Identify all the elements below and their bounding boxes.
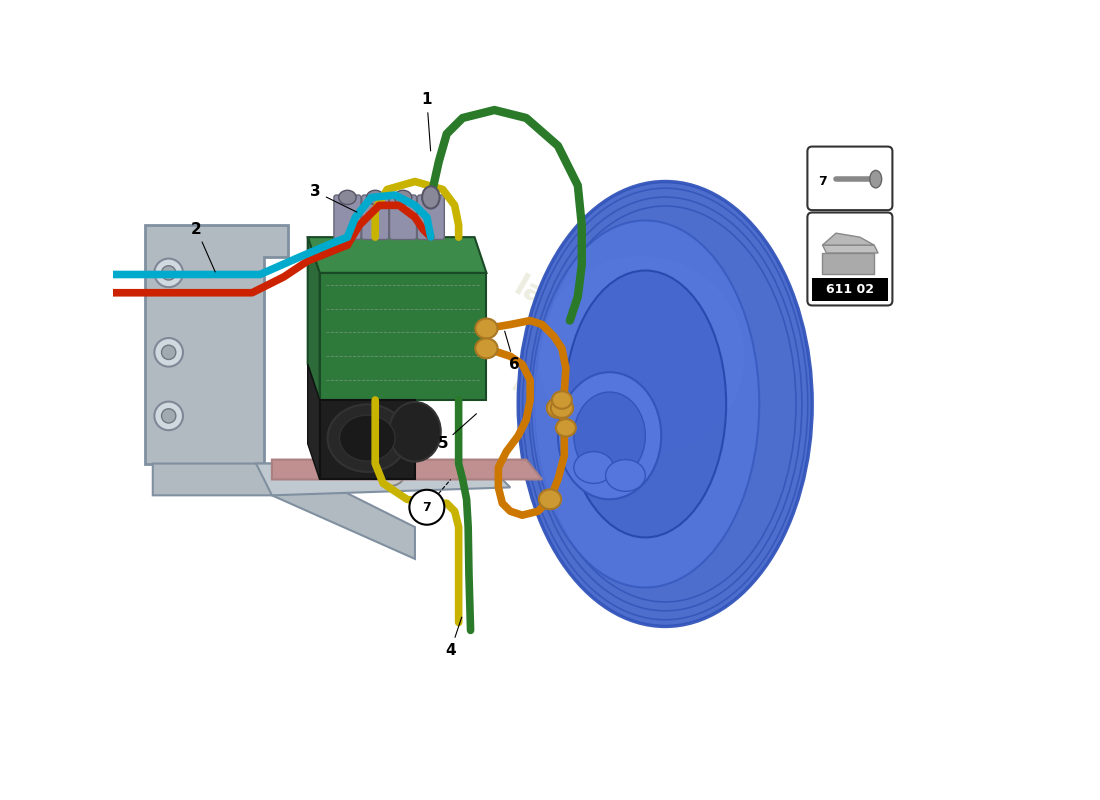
Polygon shape — [153, 463, 415, 559]
Ellipse shape — [389, 402, 441, 462]
FancyBboxPatch shape — [417, 195, 444, 239]
Polygon shape — [823, 245, 878, 253]
Text: 7: 7 — [818, 175, 827, 188]
Circle shape — [162, 266, 176, 280]
Circle shape — [383, 463, 399, 479]
Ellipse shape — [564, 270, 726, 538]
Polygon shape — [272, 459, 542, 479]
Polygon shape — [145, 226, 288, 463]
Circle shape — [154, 338, 183, 366]
Polygon shape — [256, 463, 510, 495]
FancyBboxPatch shape — [362, 195, 388, 239]
Ellipse shape — [574, 452, 614, 483]
Circle shape — [162, 345, 176, 359]
Ellipse shape — [475, 318, 497, 338]
Ellipse shape — [339, 190, 356, 205]
Text: 4: 4 — [446, 617, 462, 658]
Ellipse shape — [606, 459, 646, 491]
Circle shape — [162, 409, 176, 423]
Ellipse shape — [531, 221, 759, 587]
Polygon shape — [823, 253, 874, 274]
Ellipse shape — [551, 398, 573, 418]
Ellipse shape — [539, 256, 745, 457]
Ellipse shape — [328, 404, 407, 472]
Text: 5: 5 — [438, 414, 476, 451]
Circle shape — [154, 402, 183, 430]
Text: 611 02: 611 02 — [826, 283, 875, 296]
Text: 6: 6 — [505, 331, 519, 372]
FancyBboxPatch shape — [389, 195, 417, 239]
Ellipse shape — [475, 338, 497, 358]
Ellipse shape — [518, 182, 812, 626]
Ellipse shape — [556, 419, 575, 437]
FancyBboxPatch shape — [807, 146, 892, 210]
Ellipse shape — [539, 490, 561, 510]
Polygon shape — [823, 233, 874, 245]
Ellipse shape — [422, 186, 440, 209]
Polygon shape — [320, 400, 415, 479]
Ellipse shape — [547, 398, 569, 418]
Ellipse shape — [870, 170, 882, 188]
Circle shape — [154, 258, 183, 287]
Ellipse shape — [422, 190, 440, 205]
Ellipse shape — [340, 415, 395, 461]
Circle shape — [409, 490, 444, 525]
Polygon shape — [320, 273, 486, 400]
Ellipse shape — [574, 392, 646, 479]
Text: parts since 1985: parts since 1985 — [510, 371, 701, 493]
FancyBboxPatch shape — [334, 195, 361, 239]
Polygon shape — [308, 237, 486, 273]
Ellipse shape — [558, 372, 661, 499]
FancyBboxPatch shape — [807, 213, 892, 306]
Ellipse shape — [552, 391, 572, 409]
FancyBboxPatch shape — [812, 278, 889, 302]
Ellipse shape — [366, 190, 384, 205]
Polygon shape — [308, 237, 320, 400]
Circle shape — [377, 457, 406, 486]
Text: lamborghini: lamborghini — [509, 272, 702, 401]
Text: 7: 7 — [422, 501, 431, 514]
Ellipse shape — [394, 190, 411, 205]
Polygon shape — [308, 364, 320, 479]
Text: 2: 2 — [191, 222, 216, 272]
Text: 1: 1 — [421, 92, 432, 151]
Text: 3: 3 — [310, 184, 356, 212]
